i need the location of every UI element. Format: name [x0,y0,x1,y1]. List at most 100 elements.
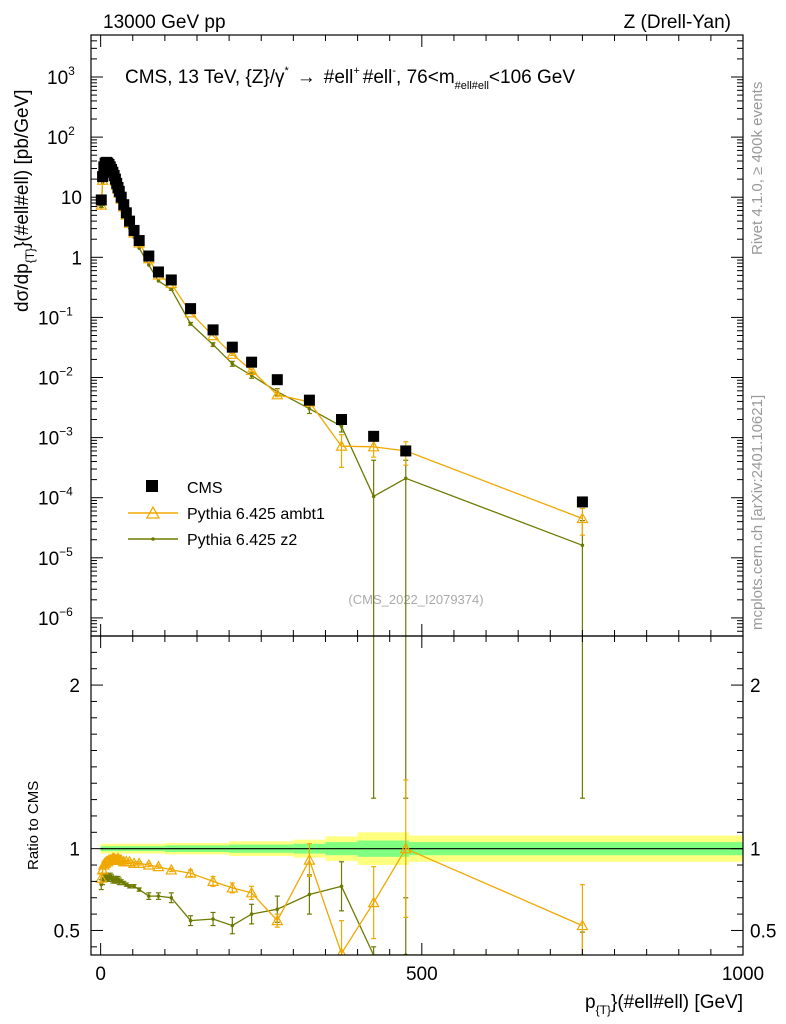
header-left: 13000 GeV pp [103,12,226,33]
ambt1-ratio-point [184,866,197,878]
cms-point [152,266,164,278]
main-panel [95,156,589,799]
ambt1-point [335,439,348,451]
y-tick-label: 10−6 [38,605,73,630]
z2-point [147,263,151,267]
x-tick-label: 1000 [722,964,764,985]
cms-point [120,207,132,219]
ratio-tick-label-right: 1 [750,840,761,861]
ratio-tick-label-left: 1 [69,840,80,861]
ambt1-point [271,388,284,400]
rivet-version: Rivet 4.1.0, ≥ 400k events [749,82,766,255]
z2-ratio-point [339,884,344,889]
z2-ratio-point [169,895,174,900]
cms-point [95,194,107,206]
title-part2: #ell [363,67,393,88]
cms-point [303,394,315,406]
cms-point [271,374,283,386]
frames: 0 500 100010−610−510−410−310−210−111010210… [38,34,776,985]
cms-point [165,274,177,286]
y-tick-label: 10−5 [38,545,73,570]
title-arrow: → [297,67,316,88]
z2-ratio-point [307,892,312,897]
cms-point [400,445,412,457]
title-sub: #ell#ell [455,80,489,92]
ambt1-point [367,440,380,452]
legend-ambt1-label: Pythia 6.425 ambt1 [187,506,325,523]
cms-point [207,324,219,336]
z2-ratio-point [119,879,123,884]
ambt1-ratio-point [271,914,284,926]
ambt1-ratio-point [576,919,589,931]
ambt1-ratio-point [303,853,316,865]
y-tick-label: 102 [47,124,75,149]
z2-point [230,361,235,366]
ylabel-sub: {T} [23,248,37,263]
legend-ambt1-marker [145,505,161,519]
title-sup2: - [392,65,396,77]
cms-point [97,171,109,183]
z2-ratio-point [188,918,193,923]
ambt1-ratio-point [367,896,380,908]
cms-point [124,215,136,227]
y-axis-label: dσ/dp{T}}(#ell#ell) [pb/GeV] [12,90,37,313]
ambt1-ratio-point [152,860,165,872]
title-sup1: + [353,65,359,77]
ambt1-ratio-point [165,863,178,875]
z2-point [403,476,408,481]
y-tick-label: 103 [47,64,75,89]
z2-point [169,287,174,292]
z2-point [307,406,312,411]
y-tick-label: 10−1 [38,304,73,329]
ratio-series [95,779,589,955]
ambt1-ratio-point [337,947,346,955]
cms-point [336,414,348,426]
y-tick-label: 10−2 [38,365,73,390]
ratio-tick-label-left: 2 [69,676,80,697]
z2-line [100,166,583,546]
xlabel-b: }(#ell#ell) [GeV] [611,992,743,1013]
ambt1-ratio-point [226,881,239,893]
cms-point [226,341,238,353]
legend-z2-label: Pythia 6.425 z2 [187,532,297,549]
ambt1-point [226,348,239,359]
title-part4: <106 GeV [489,67,575,88]
legend-z2-marker [151,537,155,541]
legend: CMS Pythia 6.425 ambt1 Pythia 6.425 z2 [128,480,325,549]
z2-ratio-point [275,907,280,911]
y-tick-label: 1 [71,248,82,269]
title-prefix: CMS, 13 TeV, {Z}/γ [125,67,285,88]
z2-point [99,204,104,209]
legend-cms-label: CMS [187,480,223,497]
ambt1-ratio-point [245,886,258,898]
ylabel-b: }(#ell#ell) [pb/GeV] [12,90,33,248]
ratio-tick-label-right: 0.5 [750,921,776,942]
ratio-tick-label-right: 2 [750,676,761,697]
ambt1-ratio-point [95,871,108,883]
header-right: Z (Drell-Yan) [624,12,731,33]
ambt1-ratio-point [142,858,155,870]
cms-point [185,303,197,315]
ratio-frame [90,635,744,956]
x-axis-label: p{T}}(#ell#ell) [GeV] [585,992,743,1017]
x-tick-label: 0 [95,964,106,985]
z2-ratio-point [211,917,215,921]
x-tick-label: 500 [406,964,438,985]
z2-ratio-point [132,884,136,889]
cms-point [113,185,125,197]
ambt1-ratio-point [133,857,146,868]
cms-point [143,250,155,262]
cms-point [118,199,130,211]
cms-point [368,430,380,442]
mcplots-site: mcplots.cern.ch [arXiv:2401.10621] [749,395,766,630]
cms-point [246,356,258,368]
ambt1-point [576,512,589,524]
cms-point [115,191,127,203]
plot-title: CMS, 13 TeV, {Z}/γ* → #ell+ #ell-, 76<m#ell… [125,65,575,92]
z2-ratio-point [127,884,132,889]
y-tick-label: 10−3 [38,425,73,450]
ambt1-ratio-point [207,875,220,886]
ambt1-point [245,364,258,375]
xlabel-sub: {T} [596,1003,611,1017]
